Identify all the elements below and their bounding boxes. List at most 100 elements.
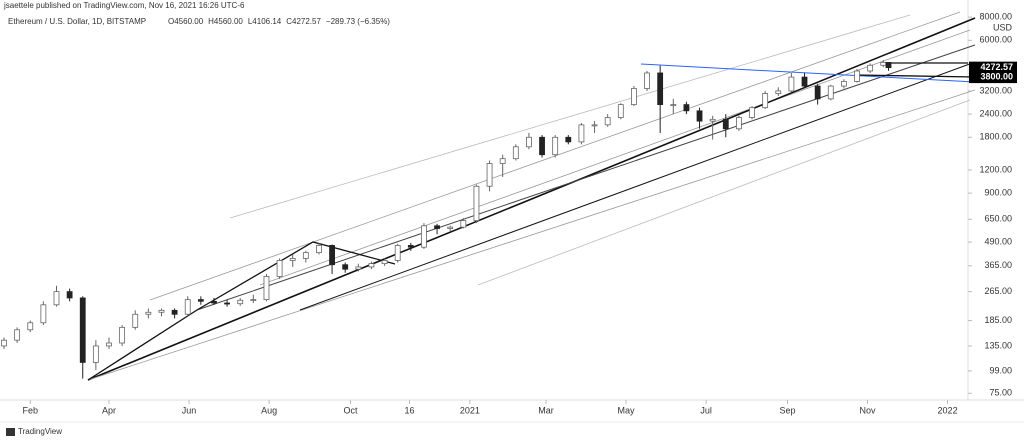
drawings [87,11,976,381]
x-tick-label: Feb [22,405,38,415]
price-label-box [969,71,1017,84]
x-tick-label: Apr [102,405,116,415]
y-tick-label: 365.00 [984,260,1012,270]
candle-body [276,260,283,277]
candle-body [880,62,887,66]
candle-body [211,300,217,304]
candle-body [316,245,322,254]
footer: TradingView [18,427,62,436]
candle-body [867,64,874,72]
y-tick-label: 900.00 [984,187,1012,197]
candle-body [736,117,742,130]
y-tick-label: 185.00 [984,315,1012,325]
legend-value: O4560.00 [168,17,204,26]
candle-body [434,225,440,229]
candle-body [407,245,414,248]
y-tick-label: 2400.00 [979,108,1012,118]
y-tick-label: 99.00 [989,365,1012,375]
price-label: 4272.57 [980,62,1013,72]
candle-body [394,245,401,261]
y-tick-label: 265.00 [984,286,1012,296]
candle-body [171,309,178,315]
candle-body [762,93,769,109]
candle-body [250,299,257,301]
candle-body [617,104,624,118]
candle-body [840,81,847,87]
candle-body [670,104,677,107]
candle-body [801,76,808,87]
candle-body [565,136,572,143]
candle-body [381,260,388,265]
candle-body [119,326,126,344]
y-tick-label: 135.00 [984,340,1012,350]
candle-body [885,62,892,69]
candle-body [197,299,204,302]
candle-body [368,263,375,268]
candle-body [722,118,729,130]
legend: Ethereum / U.S. Dollar, 1D, BITSTAMP O45… [8,17,390,26]
candle-body [512,146,519,160]
candle-body [827,85,834,100]
candle-body [1,339,7,347]
y-tick-label: 650.00 [984,214,1012,224]
candle-body [631,88,637,106]
candle-body [788,76,795,92]
candle-body [329,245,335,266]
candle-body [526,136,532,148]
candle-body [591,124,598,127]
y-tick-label: 6000.00 [979,35,1012,45]
x-tick-label: May [618,405,636,415]
x-tick-label: 2022 [938,405,958,415]
candle-body [683,104,690,112]
logo: TradingView [6,427,62,436]
price-label-box [969,61,1017,74]
y-axis-unit: USD [993,22,1013,32]
x-tick-label: Nov [860,405,877,415]
candle-body [499,158,506,164]
candle-body [578,124,585,143]
x-tick-label: 2021 [460,405,480,415]
candle-body [657,72,664,106]
candle-body [775,90,782,94]
y-tick-label: 3200.00 [979,85,1012,95]
legend-value: L4106.14 [248,17,282,26]
candle-body [696,110,703,122]
candle-body [814,85,821,100]
y-tick-label: 75.00 [989,388,1012,398]
candle-body [854,70,860,82]
candle-body [224,302,230,305]
header: jsaettele published on TradingView.com, … [3,1,245,10]
x-tick-label: Jun [182,405,197,415]
x-tick-label: Oct [343,405,358,415]
legend-value: H4560.00 [208,17,243,26]
y-tick-label: 490.00 [984,236,1012,246]
candle-body [421,225,427,248]
candle-body [486,163,493,187]
x-tick-label: Aug [261,405,277,415]
candle-body [473,185,480,221]
candle-body [184,299,191,315]
candle-body [552,136,559,156]
candle-body [145,311,152,315]
y-tick-label: 1200.00 [979,164,1012,174]
candle-body [14,329,21,341]
candle-body [289,258,296,261]
x-tick-label: Jul [700,405,712,415]
x-tick-label: 16 [405,405,415,415]
candle-body [447,226,454,229]
candle-body [355,266,362,270]
candle-body [92,345,99,363]
candle-body [460,220,467,228]
candle-body [604,117,611,126]
candle-body [539,136,545,156]
legend-value: −289.73 (−6.35%) [326,17,390,26]
candle-body [302,252,309,259]
candle-body [132,313,139,328]
candle-body [263,276,270,300]
symbol: Ethereum / U.S. Dollar, 1D, BITSTAMP [8,17,146,26]
x-tick-label: Mar [538,405,554,415]
candle-body [749,107,755,118]
legend-value: C4272.57 [286,17,321,26]
x-tick-label: Sep [779,405,795,415]
